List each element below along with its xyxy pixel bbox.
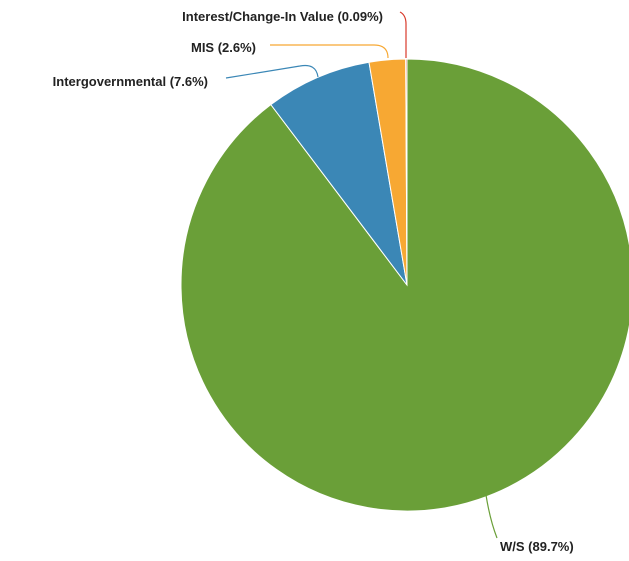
slice-label-intergovernmental: Intergovernmental (7.6%) <box>53 74 208 89</box>
pie-slices <box>180 58 629 512</box>
slice-label-interest: Interest/Change-In Value (0.09%) <box>182 9 383 24</box>
slice-intergovernmental <box>270 61 408 286</box>
leader-intergovernmental <box>225 64 319 79</box>
slice-labels: W/S (89.7%) Intergovernmental (7.6%) MIS… <box>53 9 574 554</box>
leader-interest <box>399 11 407 58</box>
leader-mis <box>270 44 389 59</box>
slice-label-mis: MIS (2.6%) <box>191 40 256 55</box>
slice-label-ws: W/S (89.7%) <box>500 539 574 554</box>
slice-ws <box>180 58 629 512</box>
leader-ws <box>485 494 498 539</box>
slice-interest <box>405 58 408 286</box>
leader-lines <box>225 11 498 539</box>
